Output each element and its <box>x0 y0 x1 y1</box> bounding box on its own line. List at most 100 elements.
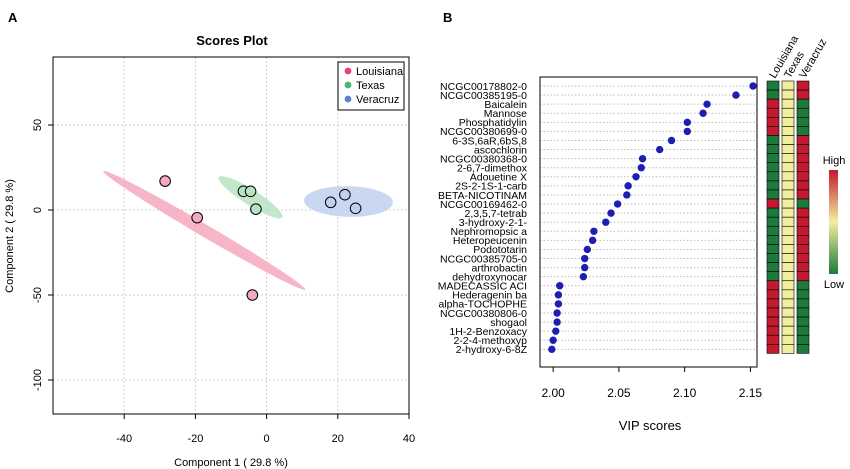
heatmap-cell <box>766 189 780 200</box>
vip-x-tick-label: 2.05 <box>607 386 631 400</box>
vip-compound-labels: NCGC00178802-0NCGC00385195-0BaicaleinMan… <box>438 81 528 356</box>
panel-a-label: A <box>8 10 18 25</box>
heatmap-cell <box>796 262 810 272</box>
heatmap-cell <box>796 98 810 109</box>
point-louisiana <box>191 211 203 224</box>
vip-dot <box>581 254 589 263</box>
legend-label-texas: Texas <box>356 80 385 92</box>
scores-x-tick-label: 0 <box>264 433 270 445</box>
scores-y-ticks: -100 -50 0 50 <box>32 119 53 391</box>
heatmap-cell <box>766 253 780 263</box>
vip-x-ticks: 2.00 2.05 2.10 2.15 <box>541 367 762 400</box>
vip-compound-name: 2S-2-1S-1-carb <box>455 181 527 193</box>
vip-dot <box>581 263 589 272</box>
heatmap-cell <box>766 171 780 182</box>
heatmap-cell <box>796 144 810 154</box>
vip-x-tick-label: 2.15 <box>739 386 763 400</box>
legend-marker-veracruz <box>344 95 352 103</box>
scores-x-tick-label: -20 <box>187 433 203 445</box>
heatmap-cell <box>766 225 780 236</box>
heatmap-cell <box>781 89 795 100</box>
vip-compound-name: 2-hydroxy-6-8Z <box>456 344 528 356</box>
heatmap-cell <box>766 162 780 173</box>
heatmap-cell <box>781 271 795 282</box>
vip-compound-name: arthrobactin <box>472 262 528 274</box>
heatmap-cell <box>766 244 780 254</box>
point-veracruz <box>339 188 351 201</box>
vip-dot <box>655 145 664 154</box>
scores-x-axis-label: Component 1 ( 29.8 %) <box>174 457 288 469</box>
heatmap-cell <box>781 316 795 327</box>
vip-compound-name: NCGC00380368-0 <box>440 153 527 165</box>
heatmap-cell <box>781 216 795 227</box>
scores-x-ticks: -40 -20 0 20 40 <box>116 414 415 445</box>
heatmap-cell <box>781 107 795 118</box>
heatmap-cell <box>781 198 795 209</box>
color-scale-low-label: Low <box>824 279 844 291</box>
heatmap-cell <box>781 171 795 182</box>
legend-label-louisiana: Louisiana <box>356 66 404 78</box>
vip-dot <box>632 173 640 181</box>
heatmap-cell <box>781 289 795 300</box>
scores-x-tick-label: 20 <box>332 433 344 445</box>
color-scale-legend: High Low <box>823 155 846 291</box>
vip-compound-name: 2,3,5,7-tetrab <box>465 208 528 220</box>
vip-dot <box>624 182 632 190</box>
heatmap-cell <box>781 225 795 236</box>
vip-compound-name: NCGC00169462-0 <box>440 199 527 211</box>
scores-x-tick-label: 40 <box>403 433 415 445</box>
scores-plot-title: Scores Plot <box>196 33 268 48</box>
vip-dot <box>683 118 691 127</box>
heatmap-cell <box>796 180 810 191</box>
heatmap-cell <box>766 298 780 309</box>
vip-dot <box>699 109 707 117</box>
vip-dot <box>613 200 622 208</box>
heatmap-cell <box>796 280 810 291</box>
vip-x-tick-label: 2.00 <box>541 386 565 400</box>
heatmap-cell <box>766 153 780 164</box>
vip-dots <box>548 82 757 354</box>
heatmap-cell <box>796 298 810 309</box>
heatmap-cell <box>781 253 795 263</box>
vip-compound-name: Adouetine X <box>470 172 527 184</box>
ellipse-texas <box>218 176 283 219</box>
vip-compound-name: Phosphatidylin <box>459 117 527 129</box>
vip-compound-name: BETA-NICOTINAM <box>438 190 527 202</box>
heatmap-cell <box>781 307 795 318</box>
legend-marker-texas <box>344 81 352 89</box>
heatmap-cell <box>796 235 810 245</box>
vip-dot <box>732 91 740 99</box>
heatmap-cell <box>766 117 780 127</box>
heatmap-cell <box>796 198 810 209</box>
heatmap-cell <box>796 325 810 336</box>
vip-dot <box>638 154 647 163</box>
vip-compound-name: shogaol <box>490 317 527 329</box>
vip-dot <box>548 345 556 354</box>
color-scale-high-label: High <box>823 155 846 167</box>
vip-compound-name: Nephromopsic a <box>451 226 528 238</box>
heatmap-cell <box>766 271 780 282</box>
heatmap-cell <box>796 244 810 254</box>
vip-compound-name: 2-6,7-dimethox <box>457 163 528 175</box>
heatmap-cell <box>796 316 810 327</box>
vip-dot <box>583 245 592 254</box>
heatmap-cell <box>766 198 780 209</box>
heatmap-cell <box>796 216 810 227</box>
vip-dot <box>623 191 631 199</box>
point-veracruz <box>324 196 337 209</box>
heatmap-cell <box>796 117 810 127</box>
heatmap-cell <box>796 334 810 345</box>
heatmap-cell <box>766 180 780 191</box>
scores-legend: Louisiana Texas Veracruz <box>337 61 405 111</box>
heatmap-cell <box>766 235 780 245</box>
heatmap-cell <box>781 98 795 109</box>
heatmap-cell <box>796 171 810 182</box>
color-scale-bar <box>829 170 838 274</box>
vip-dot <box>553 318 561 326</box>
heatmap-cell <box>766 316 780 327</box>
vip-compound-name: Hederagenin ba <box>452 290 527 302</box>
scores-ellipses <box>103 170 393 290</box>
vip-dot <box>590 227 598 235</box>
